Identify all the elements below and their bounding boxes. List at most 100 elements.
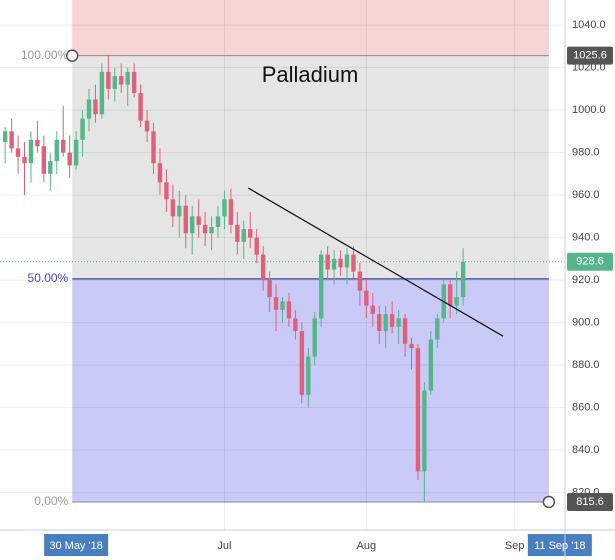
fib-level-label: 0.00% <box>34 494 68 508</box>
candle-body <box>267 280 272 298</box>
candle-body <box>80 118 85 140</box>
x-tick-label: Sep <box>505 540 525 552</box>
fib-zone-lower <box>72 278 549 502</box>
candle-body <box>248 229 253 238</box>
candle-body <box>447 284 453 306</box>
y-tick-label: 920.0 <box>572 274 600 286</box>
candle-body <box>202 224 208 234</box>
candle-body <box>377 314 382 332</box>
candle-body <box>112 76 118 89</box>
x-crosshair-box <box>44 534 109 556</box>
candle-body <box>383 314 388 332</box>
candle-body <box>138 93 143 121</box>
x-crosshair-box <box>527 534 592 556</box>
candle-body <box>351 254 356 272</box>
candle-body <box>28 139 34 164</box>
x-tick-label: 30 May '18 <box>49 540 102 552</box>
candle-body <box>370 305 375 315</box>
price-box <box>567 492 613 511</box>
fib-level-label: 50.00% <box>28 271 69 285</box>
candle-body <box>318 254 324 319</box>
candle-body <box>106 71 111 89</box>
candle-body <box>299 331 305 395</box>
candle-body <box>222 199 227 217</box>
x-tick-label: Jul <box>217 540 231 552</box>
candle-body <box>86 99 92 119</box>
handle <box>542 495 556 509</box>
y-tick-label: 860.0 <box>572 402 600 414</box>
candle-body <box>190 216 195 234</box>
candle-body <box>119 76 124 85</box>
candle-body <box>228 199 234 225</box>
candle-body <box>73 139 79 166</box>
trendline <box>248 187 504 337</box>
candle-body <box>306 356 311 395</box>
candle-body <box>280 301 285 310</box>
candle-body <box>331 258 337 270</box>
candle-body <box>435 318 440 340</box>
candle-body <box>157 163 163 183</box>
candle-body <box>409 343 414 349</box>
candle-body <box>177 205 182 217</box>
candle-body <box>164 182 169 200</box>
candle-body <box>312 318 317 357</box>
candle-body <box>151 131 156 164</box>
fib-zone-upper <box>72 0 549 56</box>
candle-body <box>15 148 21 157</box>
candle-body <box>61 139 66 153</box>
price-label: 1025.6 <box>573 50 607 62</box>
candle-body <box>357 271 363 291</box>
candle-body <box>144 120 150 132</box>
candle-body <box>293 318 298 332</box>
candle-body <box>389 314 395 327</box>
y-tick-label: 980.0 <box>572 146 600 158</box>
fib-level-label: 100.00% <box>21 48 69 62</box>
handle <box>65 49 79 62</box>
candle-body <box>131 71 137 94</box>
y-tick-label: 960.0 <box>572 189 600 201</box>
candle-body <box>99 71 105 115</box>
candle-body <box>48 161 53 174</box>
candle-body <box>125 71 130 85</box>
candle-body <box>402 318 408 344</box>
candle-body <box>286 301 292 319</box>
y-tick-label: 1040.0 <box>572 19 606 31</box>
candle-body <box>235 224 240 242</box>
y-tick-label: 1000.0 <box>572 104 606 116</box>
x-tick-label: Aug <box>357 540 377 552</box>
candle-body <box>2 131 8 142</box>
x-tick-label: 11 Sep '18 <box>534 540 585 552</box>
y-tick-label: 940.0 <box>572 231 600 243</box>
candle-body <box>35 139 40 147</box>
y-tick-label: 900.0 <box>572 316 600 328</box>
candle-body <box>215 216 221 227</box>
candle-body <box>54 139 59 162</box>
candle-body <box>241 229 247 242</box>
price-box <box>567 46 613 65</box>
candle-body <box>260 254 266 281</box>
candle-body <box>41 146 47 174</box>
candle-body <box>196 216 201 225</box>
candle-body <box>93 99 98 115</box>
candle-body <box>209 226 214 234</box>
candle-body <box>428 339 434 391</box>
price-box <box>567 252 613 271</box>
candle-body <box>338 258 343 268</box>
candle-body <box>344 254 350 268</box>
chart-title: Palladium <box>262 62 359 87</box>
candle-body <box>454 297 459 306</box>
price-label: 928.6 <box>576 256 604 268</box>
candle-body <box>460 261 466 298</box>
candle-body <box>422 390 427 472</box>
y-tick-label: 840.0 <box>572 444 600 456</box>
candle-body <box>9 131 14 149</box>
background <box>0 0 565 530</box>
price-label: 815.6 <box>576 496 604 508</box>
candle-body <box>396 318 401 327</box>
candle-body <box>364 290 369 306</box>
candle-body <box>170 199 176 217</box>
fib-zone-middle <box>72 55 549 279</box>
candle-body <box>254 237 259 255</box>
